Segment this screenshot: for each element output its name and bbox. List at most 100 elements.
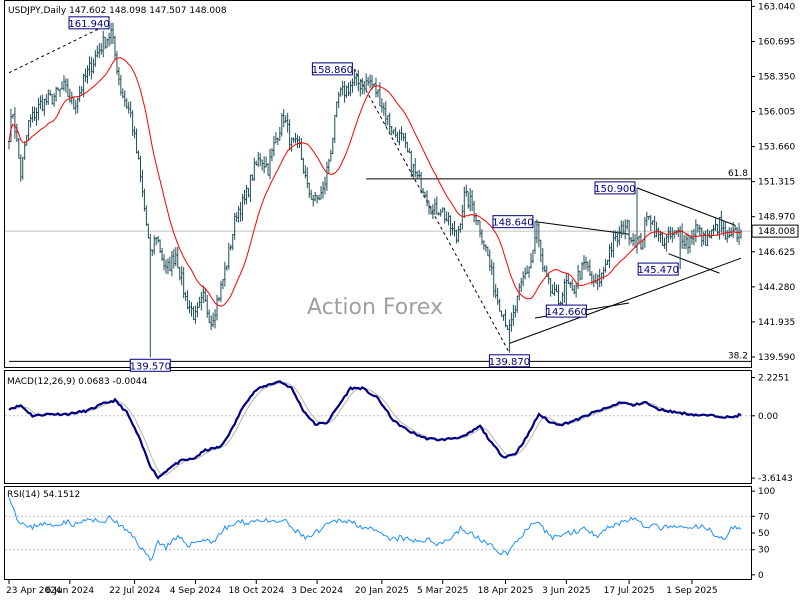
price-bar <box>276 137 279 146</box>
price-bar <box>316 195 319 204</box>
price-bar <box>694 219 697 243</box>
price-bar <box>82 73 85 98</box>
price-bar <box>41 94 44 112</box>
price-bar <box>47 89 50 105</box>
chart-title: USDJPY,Daily 147.602 148.098 147.507 148… <box>8 6 227 16</box>
price-bar <box>359 81 362 97</box>
price-bar <box>347 82 350 97</box>
price-bar <box>420 171 423 194</box>
price-bar <box>161 247 164 261</box>
price-bar <box>549 278 552 297</box>
price-bar <box>422 187 425 194</box>
rsi-grid <box>5 515 751 551</box>
price-bar <box>459 223 462 233</box>
price-bar <box>567 273 570 285</box>
price-bar <box>584 256 587 270</box>
price-bar <box>123 90 126 107</box>
price-bar <box>732 221 735 238</box>
price-level-value: 142.660 <box>546 307 587 318</box>
price-bar <box>198 296 201 308</box>
price-bar <box>539 239 542 263</box>
price-bar <box>649 214 652 232</box>
price-bar <box>151 249 154 256</box>
macd-y-tick-label: 0.00 <box>758 412 778 422</box>
price-panel[interactable] <box>4 0 752 368</box>
price-bar <box>182 267 185 299</box>
price-bar <box>349 80 352 97</box>
price-bar <box>329 149 332 162</box>
price-bar <box>351 78 354 93</box>
price-bar <box>15 123 18 142</box>
price-bar <box>394 127 397 138</box>
price-bar <box>433 198 436 216</box>
price-bar <box>229 244 232 251</box>
price-bar <box>251 174 254 182</box>
price-bar <box>632 233 635 247</box>
price-bar <box>306 167 309 189</box>
price-bar <box>461 204 464 230</box>
price-bar <box>453 220 456 237</box>
price-bar <box>365 73 368 91</box>
price-bar <box>667 226 670 243</box>
y-tick-label: 158.350 <box>758 73 795 83</box>
watermark: Action Forex <box>307 295 443 320</box>
price-bar <box>190 302 193 317</box>
price-bar <box>533 221 536 254</box>
price-bar <box>302 157 305 174</box>
price-bar <box>98 43 101 59</box>
price-bar <box>573 284 576 295</box>
price-bar <box>490 259 493 276</box>
trendline <box>668 253 720 274</box>
macd-panel[interactable] <box>4 370 752 484</box>
price-bar <box>27 120 30 141</box>
price-bar <box>68 88 71 103</box>
price-bar <box>606 259 609 266</box>
price-bar <box>482 240 485 250</box>
price-level-label: 145.470 <box>637 262 679 276</box>
price-bar <box>223 261 226 287</box>
price-bar <box>270 148 273 162</box>
price-bar <box>86 65 89 84</box>
price-bar <box>327 158 330 173</box>
price-bar <box>669 226 672 240</box>
price-level-value: 150.900 <box>594 184 635 195</box>
price-bar <box>439 208 442 217</box>
price-bar <box>384 101 387 127</box>
price-bar <box>13 107 16 139</box>
x-tick-label: 4 Sep 2024 <box>170 586 222 596</box>
y-tick-label: 146.625 <box>758 248 795 258</box>
price-bar <box>706 228 709 246</box>
price-bar <box>406 141 409 153</box>
price-bar <box>53 93 56 107</box>
price-bar <box>66 78 69 98</box>
price-bars <box>8 22 742 358</box>
y-tick-label: 139.590 <box>758 353 795 363</box>
price-bar <box>117 67 120 86</box>
price-bar <box>600 272 603 287</box>
price-bar <box>147 223 150 239</box>
price-bar <box>186 290 189 310</box>
price-bar <box>335 101 338 118</box>
sma-line <box>8 57 742 307</box>
price-bar <box>494 284 497 299</box>
price-bar <box>269 148 272 180</box>
price-bar <box>504 309 507 328</box>
price-bar <box>110 22 113 45</box>
price-bar <box>78 85 81 102</box>
trendline <box>636 187 736 226</box>
price-bar <box>488 249 491 271</box>
price-bar <box>139 155 142 183</box>
price-level-label: 158.860 <box>312 62 353 76</box>
price-bar <box>598 268 601 288</box>
price-bar <box>506 325 509 330</box>
price-bar <box>455 229 458 244</box>
price-bar <box>635 187 638 254</box>
price-bar <box>157 235 160 243</box>
price-bar <box>200 291 203 311</box>
price-bar <box>274 132 277 144</box>
price-bar <box>386 115 389 126</box>
price-bar <box>308 182 311 198</box>
macd-y-tick-label: -3.6143 <box>758 474 793 484</box>
price-bar <box>164 259 167 274</box>
price-bar <box>480 229 483 245</box>
